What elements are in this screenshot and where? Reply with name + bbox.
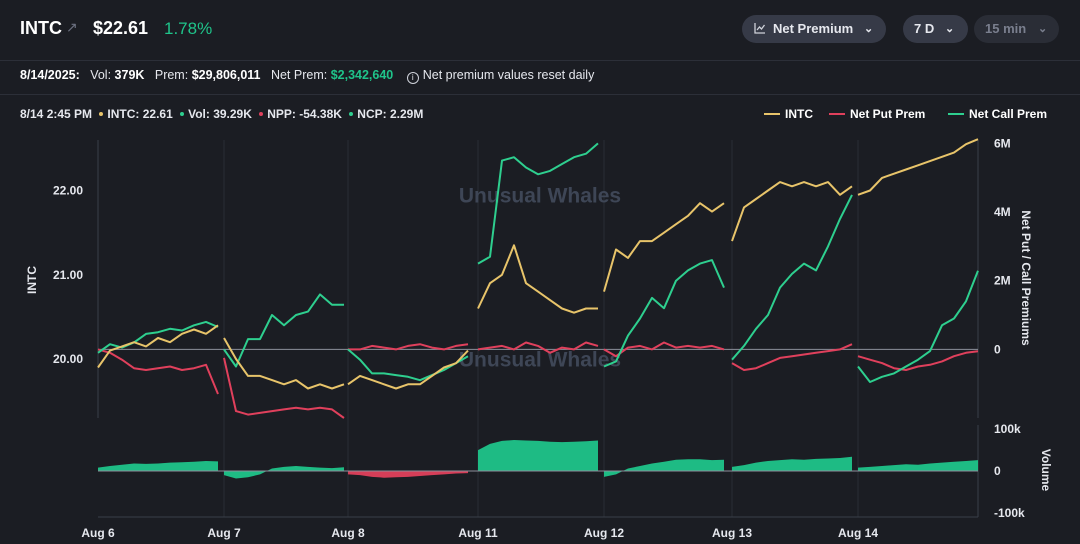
volume-area — [858, 460, 978, 471]
intc-price-line — [347, 349, 469, 390]
readout-ncp: NCP: 2.29M — [357, 107, 424, 121]
readout-time: 8/14 2:45 PM — [20, 107, 93, 121]
x-tick-label: Aug 11 — [458, 526, 498, 540]
legend-net-put[interactable]: Net Put Prem — [829, 107, 925, 121]
info-icon: i — [406, 72, 419, 84]
vol-value: 379K — [114, 68, 145, 82]
net-call-prem-line — [477, 142, 599, 265]
net-put-prem-line — [477, 341, 599, 354]
intc-price-line — [857, 138, 979, 196]
external-link-icon[interactable]: ↗ — [66, 19, 78, 35]
header-bar: INTC ↗ $22.61 1.78% Net Premium ⌄ 7 D ⌄ … — [0, 0, 1080, 61]
net-put-prem-line — [857, 350, 979, 371]
chevron-down-icon: ⌄ — [864, 23, 874, 35]
intc-price-line — [731, 181, 853, 242]
volume-area — [732, 456, 852, 471]
ncp-dot — [349, 112, 354, 116]
x-tick-label: Aug 6 — [81, 526, 115, 540]
watermark-text: Unusual Whales — [459, 349, 621, 372]
prem-value: $29,806,011 — [191, 68, 261, 82]
ticker-symbol[interactable]: INTC — [20, 18, 62, 38]
legend-swatch — [948, 113, 964, 115]
net-call-prem-line — [223, 293, 344, 368]
legend-net-call[interactable]: Net Call Prem — [948, 107, 1047, 121]
net-call-prem-line — [347, 348, 469, 382]
summary-row: 8/14/2025: Vol: 379K Prem: $29,806,011 N… — [20, 68, 594, 84]
intc-price-line — [97, 324, 219, 369]
intc-price-line — [477, 244, 598, 314]
volume-tick-label: -100k — [994, 506, 1025, 520]
chevron-down-icon: ⌄ — [945, 23, 955, 35]
right-tick-label: 0 — [994, 342, 1001, 356]
price-change: 1.78% — [164, 19, 213, 38]
intc-price-line — [223, 337, 345, 390]
crosshair-readout: 8/14 2:45 PM INTC: 22.61 Vol: 39.29K NPP… — [20, 107, 423, 121]
legend-intc[interactable]: INTC — [764, 107, 813, 121]
view-select-label: Net Premium — [773, 21, 854, 36]
vol-dot — [180, 112, 185, 116]
left-tick-label: 20.00 — [53, 352, 83, 366]
range-select[interactable]: 7 D ⌄ — [903, 15, 968, 43]
readout-vol: Vol: 39.29K — [188, 107, 252, 121]
left-axis-title: INTC — [25, 266, 39, 294]
volume-area — [348, 471, 468, 478]
volume-axis-title: Volume — [1039, 449, 1053, 492]
volume-area — [478, 440, 598, 471]
divider — [0, 94, 1080, 95]
left-tick-label: 22.00 — [53, 184, 83, 198]
readout-intc: INTC: 22.61 — [107, 107, 173, 121]
volume-tick-label: 0 — [994, 464, 1001, 478]
summary-date: 8/14/2025: — [20, 68, 80, 82]
view-select[interactable]: Net Premium ⌄ — [742, 15, 886, 43]
x-tick-label: Aug 14 — [838, 526, 878, 540]
net-call-prem-line — [97, 320, 219, 354]
right-tick-label: 4M — [994, 205, 1011, 219]
line-chart-icon — [754, 15, 766, 43]
legend-swatch — [829, 113, 845, 115]
intc-price-line — [603, 202, 725, 292]
net-call-prem-line — [857, 270, 979, 383]
left-tick-label: 21.00 — [53, 268, 83, 282]
prem-label: Prem: — [154, 68, 189, 82]
right-axis-title: Net Put / Call Premiums — [1019, 210, 1033, 346]
price-value: $22.61 — [93, 18, 149, 38]
net-put-prem-line — [223, 357, 345, 419]
right-tick-label: 2M — [994, 274, 1011, 288]
x-tick-label: Aug 12 — [584, 526, 624, 540]
volume-area — [604, 459, 724, 477]
watermark-text: Unusual Whales — [459, 185, 621, 208]
netprem-value: $2,342,640 — [330, 68, 394, 82]
volume-area — [98, 460, 218, 471]
chevron-down-icon: ⌄ — [1038, 23, 1048, 35]
vol-label: Vol: — [90, 68, 112, 82]
right-tick-label: 6M — [994, 136, 1011, 150]
netprem-label: Net Prem: — [270, 68, 328, 82]
range-select-label: 7 D — [914, 21, 935, 36]
net-put-prem-line — [603, 341, 725, 358]
net-put-prem-line — [97, 348, 219, 395]
net-call-prem-line — [731, 194, 853, 361]
x-tick-label: Aug 7 — [207, 526, 241, 540]
net-call-prem-line — [603, 259, 725, 368]
net-put-prem-line — [348, 343, 469, 351]
x-tick-label: Aug 8 — [331, 526, 365, 540]
legend-swatch — [764, 113, 780, 115]
interval-select[interactable]: 15 min ⌄ — [974, 15, 1059, 43]
interval-select-label: 15 min — [985, 21, 1027, 36]
x-tick-label: Aug 13 — [712, 526, 752, 540]
legend-label: INTC — [785, 107, 813, 121]
net-put-prem-line — [731, 343, 853, 371]
volume-area — [224, 465, 344, 479]
info-text: Net premium values reset daily — [422, 68, 595, 82]
intc-dot — [99, 112, 104, 116]
readout-npp: NPP: -54.38K — [267, 107, 342, 121]
npp-dot — [259, 112, 264, 116]
legend-label: Net Put Prem — [850, 107, 926, 121]
legend-label: Net Call Prem — [969, 107, 1048, 121]
volume-tick-label: 100k — [994, 422, 1021, 436]
